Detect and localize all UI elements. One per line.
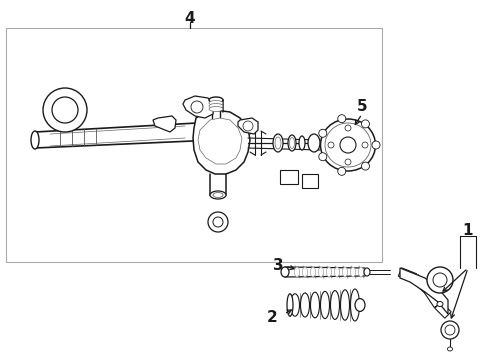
- Text: 4: 4: [185, 10, 196, 26]
- Circle shape: [208, 212, 228, 232]
- Circle shape: [345, 125, 351, 131]
- Ellipse shape: [364, 268, 370, 276]
- Circle shape: [328, 142, 334, 148]
- Polygon shape: [238, 118, 258, 134]
- Circle shape: [338, 115, 346, 123]
- Ellipse shape: [350, 289, 360, 321]
- Bar: [302, 174, 318, 188]
- Ellipse shape: [359, 267, 364, 277]
- Circle shape: [340, 137, 356, 153]
- Ellipse shape: [355, 298, 365, 311]
- Ellipse shape: [447, 347, 452, 351]
- Ellipse shape: [326, 267, 332, 277]
- Ellipse shape: [325, 123, 371, 167]
- Text: 2: 2: [267, 310, 277, 325]
- Ellipse shape: [209, 100, 223, 105]
- Ellipse shape: [350, 267, 356, 277]
- Bar: [280, 170, 298, 184]
- Ellipse shape: [290, 138, 294, 149]
- Ellipse shape: [291, 294, 299, 316]
- Polygon shape: [183, 96, 214, 118]
- Ellipse shape: [311, 267, 316, 277]
- Circle shape: [43, 88, 87, 132]
- Circle shape: [427, 267, 453, 293]
- Text: 5: 5: [357, 99, 368, 113]
- Ellipse shape: [299, 136, 305, 150]
- Ellipse shape: [302, 267, 308, 277]
- Polygon shape: [400, 268, 448, 314]
- Polygon shape: [398, 268, 416, 282]
- Ellipse shape: [335, 267, 340, 277]
- Polygon shape: [412, 275, 431, 293]
- Ellipse shape: [31, 131, 39, 149]
- Ellipse shape: [209, 97, 223, 103]
- Polygon shape: [193, 110, 250, 174]
- Circle shape: [319, 129, 327, 137]
- Ellipse shape: [213, 193, 223, 198]
- Ellipse shape: [311, 292, 319, 318]
- Circle shape: [372, 141, 380, 149]
- Ellipse shape: [288, 135, 296, 151]
- Text: 3: 3: [273, 257, 283, 273]
- Ellipse shape: [287, 294, 293, 316]
- Ellipse shape: [275, 137, 281, 149]
- Circle shape: [362, 162, 369, 170]
- Polygon shape: [424, 288, 442, 307]
- Polygon shape: [435, 302, 451, 318]
- Ellipse shape: [320, 291, 329, 319]
- Polygon shape: [153, 116, 176, 132]
- Ellipse shape: [281, 267, 289, 277]
- Ellipse shape: [209, 107, 223, 112]
- Ellipse shape: [320, 119, 375, 171]
- Ellipse shape: [330, 291, 340, 319]
- Ellipse shape: [210, 191, 226, 199]
- Ellipse shape: [318, 267, 323, 277]
- Circle shape: [441, 321, 459, 339]
- Circle shape: [345, 159, 351, 165]
- Circle shape: [319, 153, 327, 161]
- Circle shape: [362, 142, 368, 148]
- Ellipse shape: [308, 134, 320, 152]
- Circle shape: [338, 167, 346, 175]
- Ellipse shape: [273, 134, 283, 152]
- Ellipse shape: [294, 267, 299, 277]
- Ellipse shape: [343, 267, 347, 277]
- Ellipse shape: [300, 293, 310, 317]
- Text: 1: 1: [463, 222, 473, 238]
- Ellipse shape: [209, 104, 223, 108]
- Bar: [6, 28, 382, 262]
- Polygon shape: [198, 118, 242, 164]
- Circle shape: [362, 120, 369, 128]
- Ellipse shape: [437, 302, 443, 306]
- Ellipse shape: [341, 290, 349, 320]
